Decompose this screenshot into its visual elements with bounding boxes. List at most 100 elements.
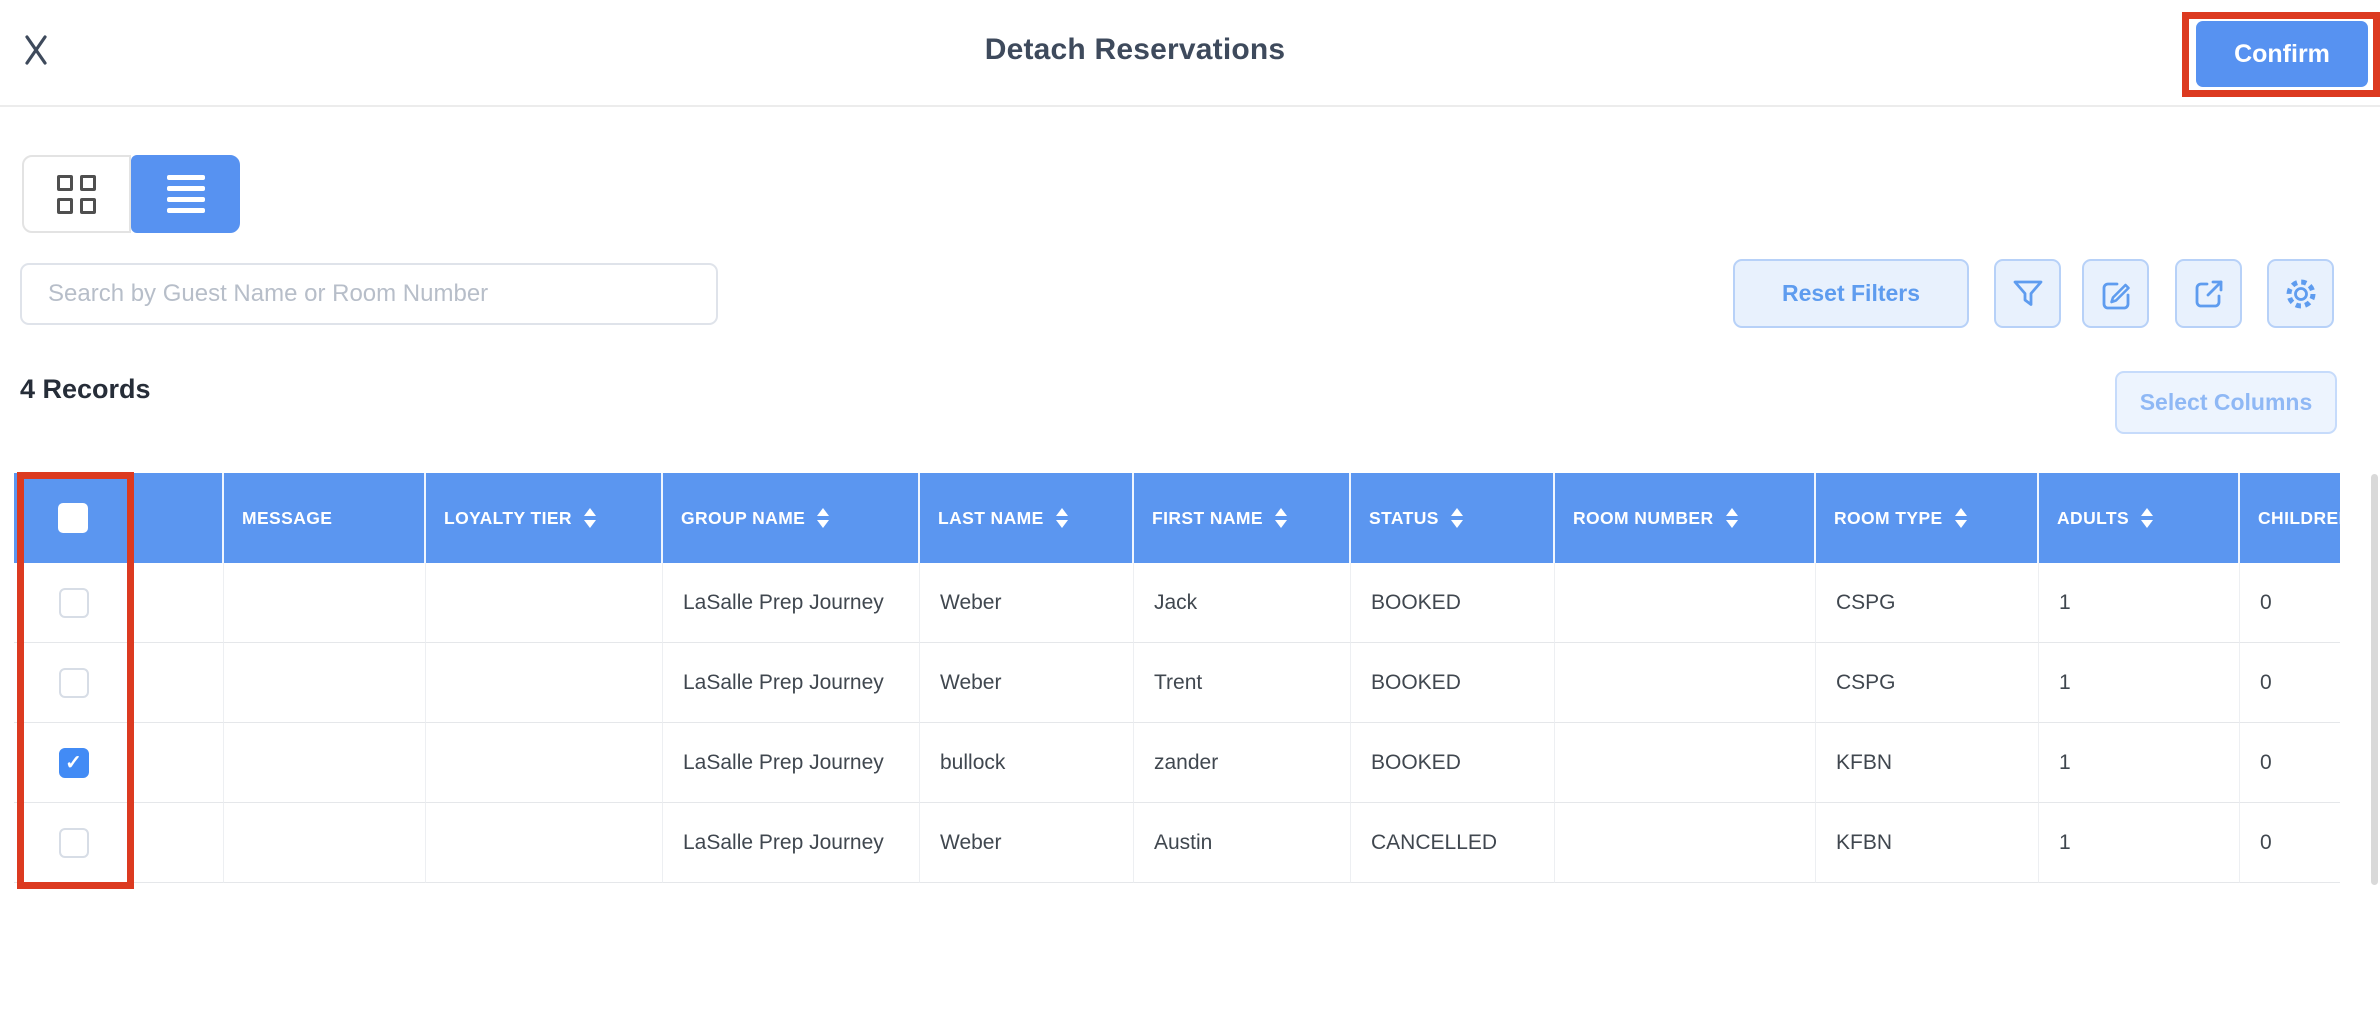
records-count: 4 Records [20, 374, 151, 404]
header-room-type[interactable]: ROOM TYPE [1816, 473, 2039, 563]
cell-group-name: LaSalle Prep Journey [663, 643, 920, 723]
sort-icon [2141, 508, 2154, 528]
cell-room-type: KFBN [1816, 803, 2039, 883]
cell-status: BOOKED [1351, 643, 1555, 723]
cell-group-name: LaSalle Prep Journey [663, 723, 920, 803]
header-adults[interactable]: ADULTS [2039, 473, 2240, 563]
reservations-table: ✓ MESSAGE LOYALTY TIER GROUP NAME LAST N… [14, 473, 2340, 883]
header-loyalty-tier[interactable]: LOYALTY TIER [426, 473, 663, 563]
header-last-name[interactable]: LAST NAME [920, 473, 1134, 563]
header-room-number[interactable]: ROOM NUMBER [1555, 473, 1816, 563]
cell-group-name: LaSalle Prep Journey [663, 563, 920, 643]
table-row: ✓ LaSalle Prep Journey Weber Austin CANC… [14, 803, 2340, 883]
cell-loyalty-tier [426, 643, 663, 723]
edit-button[interactable] [2082, 259, 2149, 328]
header-status[interactable]: STATUS [1351, 473, 1555, 563]
grid-view-icon [57, 174, 96, 214]
cell-adults: 1 [2039, 643, 2240, 723]
export-icon [2195, 280, 2222, 307]
cell-adults: 1 [2039, 563, 2240, 643]
table-header-row: ✓ MESSAGE LOYALTY TIER GROUP NAME LAST N… [14, 473, 2340, 563]
table-row: ✓ LaSalle Prep Journey bullock zander BO… [14, 723, 2340, 803]
cell-room-type: KFBN [1816, 723, 2039, 803]
sort-icon [817, 508, 830, 528]
confirm-highlight-annotation [2182, 12, 2380, 97]
edit-icon [2102, 282, 2130, 309]
cell-room-number [1555, 723, 1816, 803]
settings-button[interactable] [2267, 259, 2334, 328]
cell-last-name: Weber [920, 563, 1134, 643]
select-all-checkbox[interactable]: ✓ [58, 503, 88, 533]
sort-icon [1725, 508, 1738, 528]
cell-children: 0 [2240, 563, 2340, 643]
list-view-icon [166, 175, 205, 213]
settings-icon [2286, 279, 2315, 308]
cell-group-name: LaSalle Prep Journey [663, 803, 920, 883]
table-row: ✓ LaSalle Prep Journey Weber Trent BOOKE… [14, 643, 2340, 723]
cell-room-number [1555, 803, 1816, 883]
header-group-name[interactable]: GROUP NAME [663, 473, 920, 563]
cell-room-number [1555, 643, 1816, 723]
cell-last-name: Weber [920, 803, 1134, 883]
filter-icon [2013, 280, 2042, 306]
cell-loyalty-tier [426, 723, 663, 803]
reset-filters-button[interactable]: Reset Filters [1733, 259, 1969, 328]
cell-message [224, 643, 426, 723]
sort-icon [1954, 508, 1967, 528]
filter-button[interactable] [1994, 259, 2061, 328]
cell-children: 0 [2240, 643, 2340, 723]
cell-status: CANCELLED [1351, 803, 1555, 883]
row-checkbox[interactable]: ✓ [58, 827, 89, 858]
select-columns-button[interactable]: Select Columns [2115, 371, 2337, 434]
cell-blank [134, 643, 224, 723]
sort-icon [583, 508, 596, 528]
close-button[interactable] [16, 30, 56, 70]
header-message: MESSAGE [224, 473, 426, 563]
row-checkbox[interactable]: ✓ [58, 747, 89, 778]
header-blank [134, 473, 224, 563]
table-row: ✓ LaSalle Prep Journey Weber Jack BOOKED… [14, 563, 2340, 643]
cell-children: 0 [2240, 723, 2340, 803]
cell-room-number [1555, 563, 1816, 643]
cell-loyalty-tier [426, 563, 663, 643]
grid-view-button[interactable] [22, 155, 131, 233]
sort-icon [1055, 508, 1068, 528]
export-button[interactable] [2175, 259, 2242, 328]
cell-message [224, 723, 426, 803]
sort-icon [1450, 508, 1463, 528]
list-view-button[interactable] [131, 155, 240, 233]
search-input[interactable] [20, 263, 718, 325]
cell-first-name: Austin [1134, 803, 1351, 883]
row-checkbox[interactable]: ✓ [58, 587, 89, 618]
header-select-all-cell: ✓ [14, 473, 134, 563]
cell-message [224, 803, 426, 883]
cell-status: BOOKED [1351, 723, 1555, 803]
row-checkbox[interactable]: ✓ [58, 667, 89, 698]
table-scrollbar[interactable] [2371, 474, 2378, 885]
cell-status: BOOKED [1351, 563, 1555, 643]
cell-blank [134, 563, 224, 643]
view-toggle [22, 155, 240, 233]
modal-header: Detach Reservations Confirm [0, 0, 2380, 107]
cell-blank [134, 803, 224, 883]
cell-first-name: Trent [1134, 643, 1351, 723]
header-first-name[interactable]: FIRST NAME [1134, 473, 1351, 563]
cell-room-type: CSPG [1816, 563, 2039, 643]
cell-children: 0 [2240, 803, 2340, 883]
modal-title: Detach Reservations [984, 33, 1286, 66]
cell-loyalty-tier [426, 803, 663, 883]
sort-icon [1274, 508, 1287, 528]
cell-adults: 1 [2039, 723, 2240, 803]
header-children: CHILDREN [2240, 473, 2340, 563]
cell-last-name: bullock [920, 723, 1134, 803]
table-body: ✓ LaSalle Prep Journey Weber Jack BOOKED… [14, 563, 2340, 883]
cell-message [224, 563, 426, 643]
cell-first-name: Jack [1134, 563, 1351, 643]
cell-first-name: zander [1134, 723, 1351, 803]
cell-blank [134, 723, 224, 803]
cell-adults: 1 [2039, 803, 2240, 883]
confirm-button[interactable]: Confirm [2196, 21, 2368, 87]
cell-last-name: Weber [920, 643, 1134, 723]
cell-room-type: CSPG [1816, 643, 2039, 723]
